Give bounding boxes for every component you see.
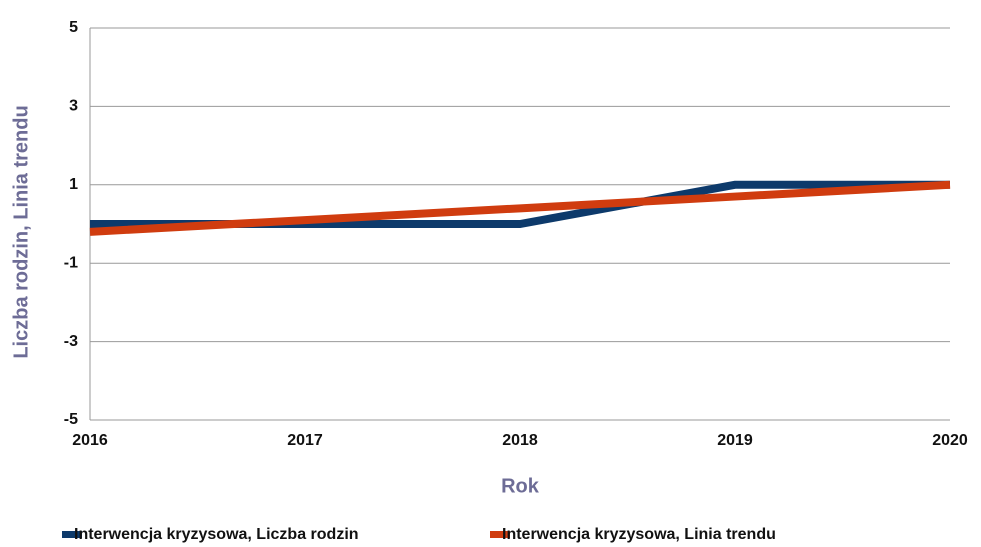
- y-tick-label: 3: [69, 98, 78, 115]
- legend-swatch: [490, 531, 510, 538]
- legend-label: Interwencja kryzysowa, Liczba rodzin: [74, 526, 359, 543]
- data-line: [89, 180, 951, 236]
- y-tick-label: 1: [69, 176, 78, 193]
- legend-label: Interwencja kryzysowa, Linia trendu: [502, 526, 776, 543]
- x-tick-label: 2016: [72, 432, 108, 449]
- x-axis-title: Rok: [501, 475, 540, 497]
- x-tick-label: 2018: [502, 432, 538, 449]
- x-tick-label: 2017: [287, 432, 323, 449]
- legend-swatch: [62, 531, 82, 538]
- x-tick-label: 2019: [717, 432, 753, 449]
- y-tick-label: -3: [64, 333, 78, 350]
- y-axis-title: Liczba rodzin, Linia trendu: [10, 105, 32, 358]
- y-tick-label: -5: [64, 411, 78, 428]
- x-tick-label: 2020: [932, 432, 968, 449]
- y-tick-label: -1: [64, 254, 78, 271]
- y-tick-label: 5: [69, 19, 78, 36]
